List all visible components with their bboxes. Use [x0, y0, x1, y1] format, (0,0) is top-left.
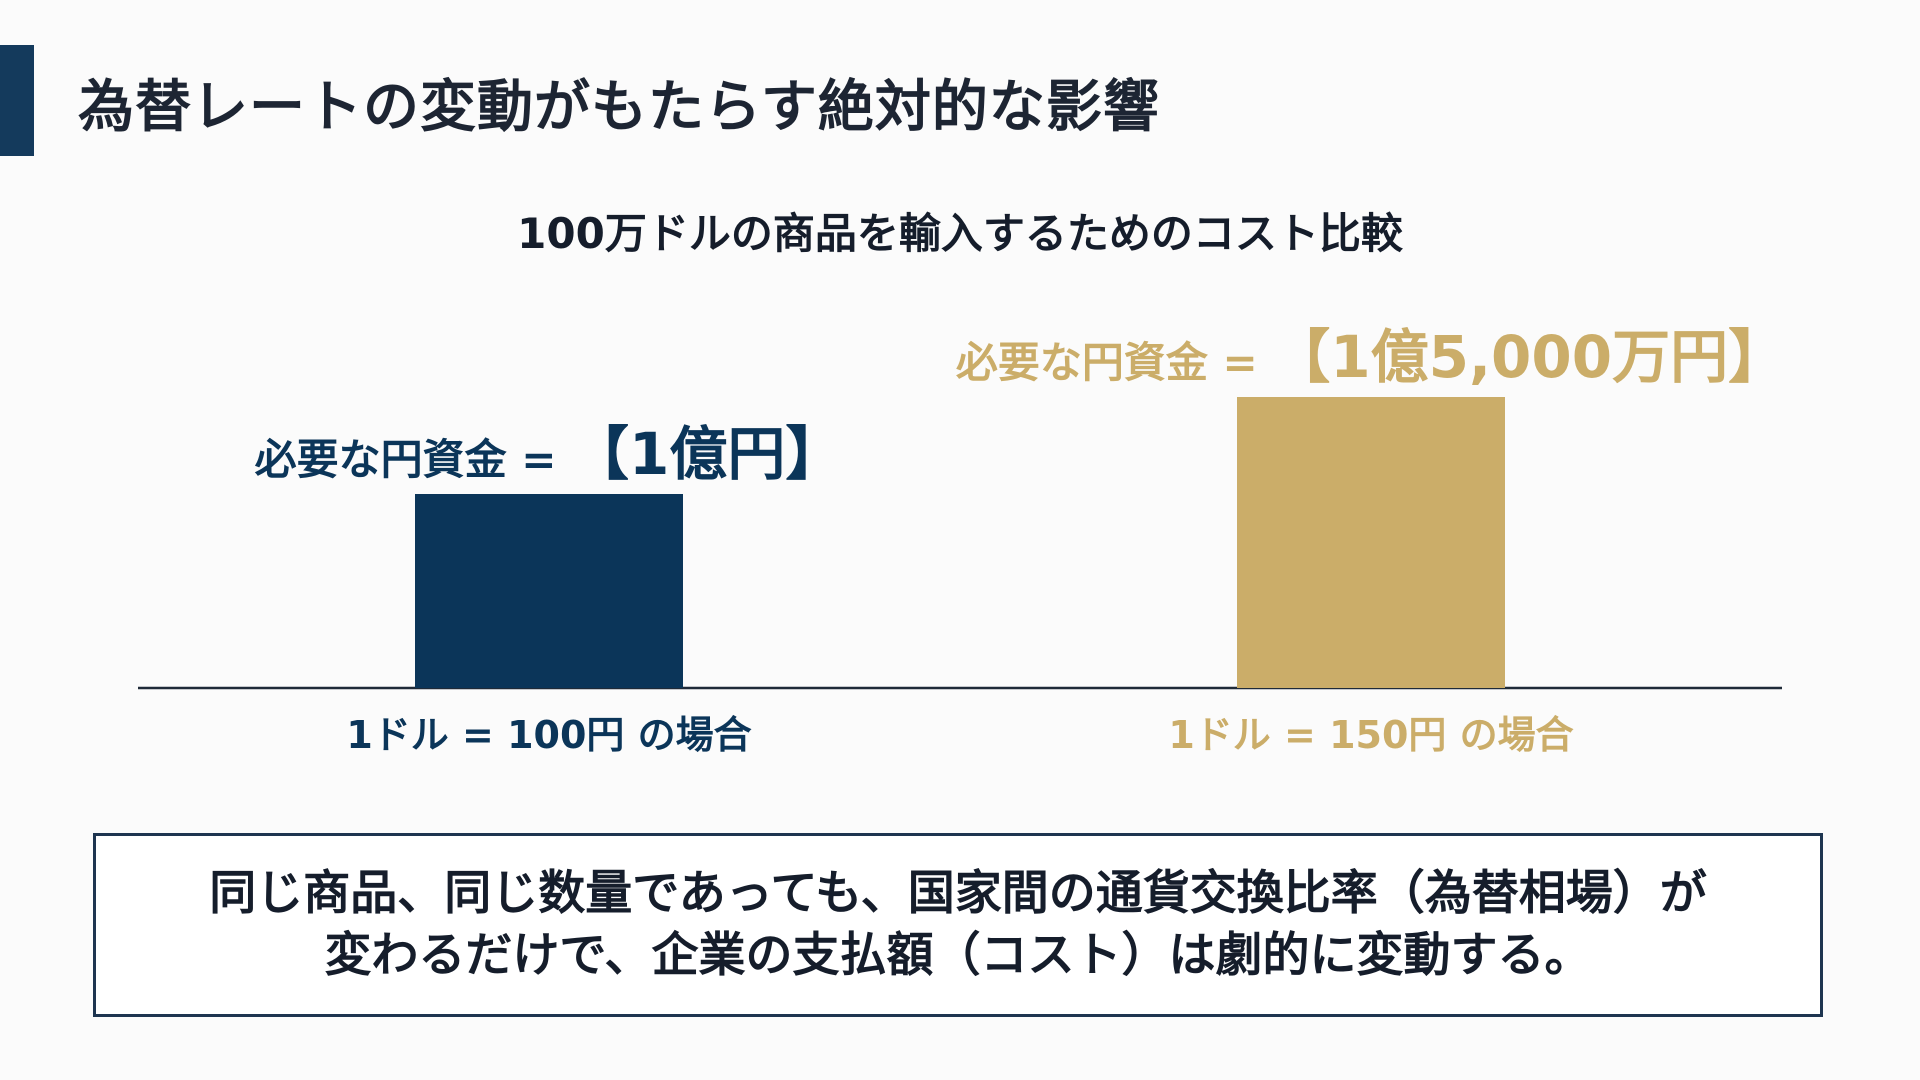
bar-chart: 必要な円資金 = 【1億円】 1ドル = 100円 の場合 必要な円資金 = 【1億…	[138, 323, 1786, 757]
category-label-1: 1ドル = 100円 の場合	[346, 713, 751, 757]
summary-note-line-1: 同じ商品、同じ数量であっても、国家間の通貨交換比率（為替相場）が	[209, 866, 1707, 921]
summary-note-box: 同じ商品、同じ数量であっても、国家間の通貨交換比率（為替相場）が 変わるだけで、…	[93, 833, 1823, 1017]
bar-value-label-1: 必要な円資金 = 【1億円】	[255, 420, 844, 488]
chart-title: 100万ドルの商品を輸入するためのコスト比較	[517, 209, 1403, 258]
slide-title: 為替レートの変動がもたらす絶対的な影響	[78, 75, 1160, 140]
summary-note-line-2: 変わるだけで、企業の支払額（コスト）は劇的に変動する。	[324, 928, 1592, 983]
category-label-2: 1ドル = 150円 の場合	[1168, 713, 1573, 757]
bar-1	[415, 494, 683, 688]
bar-2	[1237, 397, 1505, 688]
bar-value-label-2: 必要な円資金 = 【1億5,000万円】	[956, 323, 1786, 391]
title-accent-bar	[0, 45, 34, 156]
